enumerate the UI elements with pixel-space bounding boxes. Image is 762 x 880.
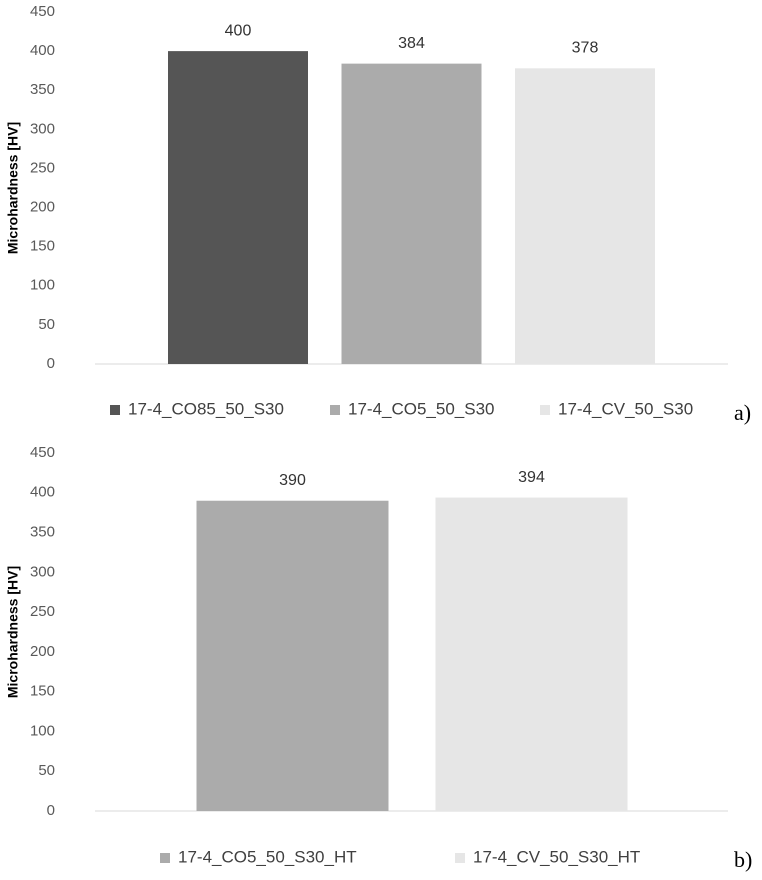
y-tick-label: 200 [30,643,55,660]
bar [341,63,482,364]
value-label: 384 [398,35,425,52]
y-tick-label: 300 [30,120,55,137]
legend-swatch [330,405,340,415]
y-tick-label: 450 [30,3,55,20]
y-tick-label: 50 [38,762,55,779]
panel-label: a) [734,400,751,425]
y-axis-label: Microhardness [HV] [5,566,21,698]
y-tick-label: 350 [30,81,55,98]
bar [435,497,628,811]
y-tick-label: 50 [38,316,55,333]
bar [168,51,308,364]
y-tick-label: 0 [47,802,55,819]
legend-label: 17-4_CO5_50_S30_HT [178,847,357,866]
y-tick-label: 400 [30,42,55,59]
value-label: 394 [518,469,545,486]
y-tick-label: 300 [30,563,55,580]
panel-label: b) [734,847,752,872]
legend-label: 17-4_CO85_50_S30 [128,399,284,418]
legend-swatch [160,853,170,863]
y-tick-label: 450 [30,444,55,461]
value-label: 378 [572,40,599,57]
y-tick-label: 0 [47,355,55,372]
y-tick-label: 250 [30,603,55,620]
y-tick-label: 200 [30,199,55,216]
y-tick-label: 350 [30,524,55,541]
legend-swatch [455,853,465,863]
y-tick-label: 100 [30,277,55,294]
legend-label: 17-4_CO5_50_S30 [348,399,495,418]
legend-label: 17-4_CV_50_S30_HT [473,847,640,866]
y-tick-label: 150 [30,238,55,255]
y-axis-label: Microhardness [HV] [5,122,21,254]
y-tick-label: 250 [30,159,55,176]
legend-swatch [540,405,550,415]
bar [196,500,389,811]
legend-label: 17-4_CV_50_S30 [558,399,693,418]
y-tick-label: 100 [30,722,55,739]
y-tick-label: 150 [30,683,55,700]
value-label: 390 [279,472,306,489]
y-tick-label: 400 [30,484,55,501]
legend-swatch [110,405,120,415]
bar [515,68,655,364]
value-label: 400 [225,22,252,39]
